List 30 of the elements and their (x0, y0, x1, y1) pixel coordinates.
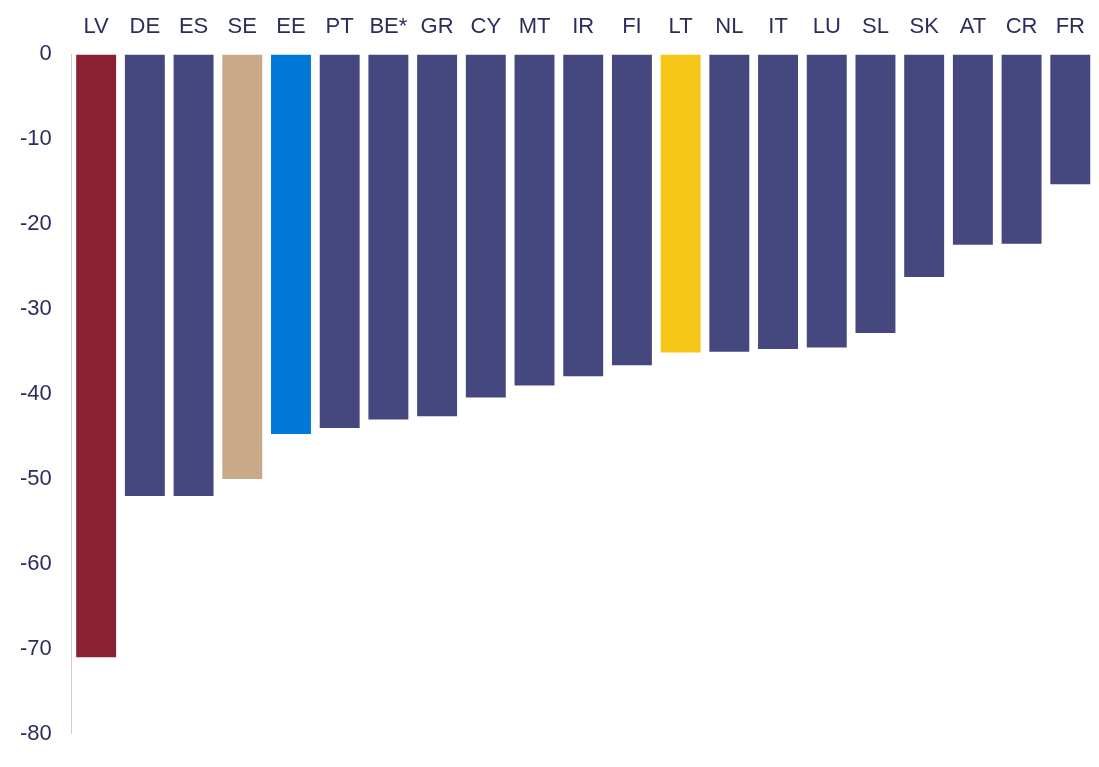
y-tick-label: -50 (20, 465, 52, 491)
x-tick-label: GR (420, 13, 454, 39)
x-tick-label: LU (812, 13, 841, 39)
x-tick-label: AT (959, 13, 987, 39)
x-tick-label: FI (622, 13, 642, 39)
y-tick-label: -70 (20, 634, 52, 660)
x-tick-label: PT (325, 13, 354, 39)
x-tick-label: NL (715, 13, 744, 39)
x-tick-label: LV (83, 13, 110, 39)
x-tick-label: EE (276, 13, 306, 39)
y-tick-label: -60 (20, 550, 52, 576)
x-tick-label: IR (572, 13, 595, 39)
x-tick-label: IT (768, 13, 788, 39)
x-tick-label: SE (227, 13, 257, 39)
y-tick-label: -10 (20, 125, 52, 151)
y-tick-label: -20 (20, 210, 52, 236)
y-tick-label: -40 (20, 380, 52, 406)
y-tick-label: -80 (20, 719, 52, 745)
x-tick-label: DE (129, 13, 161, 39)
x-tick-label: CR (1005, 13, 1038, 39)
y-tick-label: 0 (39, 40, 52, 66)
x-tick-label: ES (178, 13, 209, 39)
y-tick-label: -30 (20, 295, 52, 321)
x-tick-label: CY (470, 13, 502, 39)
x-tick-label: LT (668, 13, 693, 39)
x-tick-label: FR (1055, 13, 1085, 39)
x-tick-label: SL (862, 13, 889, 39)
x-tick-label: SK (909, 13, 940, 39)
x-tick-label: BE* (369, 13, 408, 39)
x-tick-label: MT (518, 13, 551, 39)
